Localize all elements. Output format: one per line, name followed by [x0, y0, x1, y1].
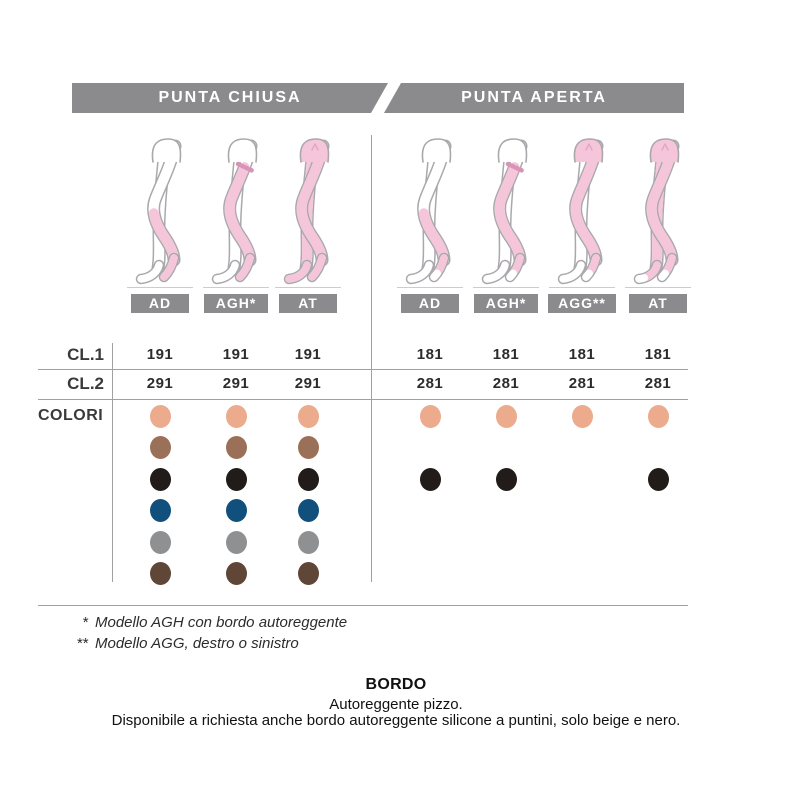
product-code: 281 — [644, 375, 672, 392]
product-code: 191 — [222, 346, 250, 363]
row-label-cl1: CL.1 — [67, 345, 104, 364]
product-code: 291 — [222, 375, 250, 392]
leg-figure-ad-open-toe — [390, 138, 470, 288]
color-dot-marrone — [225, 436, 247, 459]
leg-figure-agh-open-toe — [466, 138, 546, 288]
product-code: 181 — [492, 346, 520, 363]
rule-above-footnotes — [38, 605, 688, 606]
color-dot-nero — [495, 467, 517, 491]
color-dot-beige — [571, 404, 593, 428]
color-dot-blu — [149, 499, 171, 522]
color-dot-moro — [297, 562, 319, 585]
product-code: 181 — [644, 346, 672, 363]
product-code: 281 — [416, 375, 444, 392]
model-badge-at: AT — [279, 294, 337, 313]
ground-line — [397, 287, 463, 288]
bordo-title: BORDO — [365, 676, 427, 693]
ground-line — [127, 287, 193, 288]
bordo-line2: Disponibile a richiesta anche bordo auto… — [111, 712, 681, 729]
color-dot-marrone — [297, 436, 319, 459]
leg-figure-agh-closed-toe — [196, 138, 276, 288]
product-code: 291 — [294, 375, 322, 392]
product-code: 181 — [416, 346, 444, 363]
group-divider-line — [371, 135, 372, 582]
color-dot-beige — [495, 404, 517, 428]
model-badge-ad: AD — [131, 294, 189, 313]
color-dot-grigio — [225, 530, 247, 554]
color-dot-nero — [297, 467, 319, 491]
banner-punta-chiusa: PUNTA CHIUSA — [72, 83, 388, 113]
footnote-text: Modello AGH con bordo autoreggente — [95, 614, 348, 631]
leg-figure-ad-closed-toe — [120, 138, 200, 288]
color-dot-blu — [225, 499, 247, 522]
color-dot-marrone — [149, 436, 171, 459]
color-dot-beige — [225, 404, 247, 428]
color-dot-nero — [419, 467, 441, 491]
color-dot-nero — [647, 467, 669, 491]
color-dot-grigio — [149, 530, 171, 554]
model-badge-agg: AGG** — [548, 294, 616, 313]
product-code: 191 — [146, 346, 174, 363]
ground-line — [203, 287, 269, 288]
footnote-agg: ** Modello AGG, destro o sinistro — [36, 633, 347, 654]
label-divider-line — [112, 343, 113, 582]
product-code: 191 — [294, 346, 322, 363]
leg-figure-at-closed-toe — [268, 138, 348, 288]
model-badge-ad: AD — [401, 294, 459, 313]
bordo-note: BORDO Autoreggente pizzo. Disponibile a … — [0, 677, 792, 729]
color-dot-beige — [647, 404, 669, 428]
banner-punta-aperta: PUNTA APERTA — [384, 83, 684, 113]
color-dot-nero — [225, 467, 247, 491]
bordo-line1: Autoreggente pizzo. — [329, 696, 463, 713]
ground-line — [473, 287, 539, 288]
footnote-text: Modello AGG, destro o sinistro — [95, 635, 299, 652]
product-code: 281 — [492, 375, 520, 392]
product-code: 281 — [568, 375, 596, 392]
rule-under-cl1 — [38, 369, 688, 370]
product-code: 181 — [568, 346, 596, 363]
footnote-agh: * Modello AGH con bordo autoreggente — [36, 612, 347, 633]
footnote-marker: * — [82, 614, 88, 631]
ground-line — [275, 287, 341, 288]
product-code: 291 — [146, 375, 174, 392]
color-dot-moro — [225, 562, 247, 585]
color-dot-grigio — [297, 530, 319, 554]
ground-line — [549, 287, 615, 288]
color-dot-moro — [149, 562, 171, 585]
leg-figure-agg-open-toe — [542, 138, 622, 288]
colori-row-label: COLORI — [38, 407, 104, 424]
row-label-cl2: CL.2 — [67, 374, 104, 393]
model-badge-at: AT — [629, 294, 687, 313]
model-badge-agh: AGH* — [204, 294, 268, 313]
footnote-marker: ** — [76, 635, 88, 652]
leg-figure-at-open-toe — [618, 138, 698, 288]
color-dot-beige — [149, 404, 171, 428]
model-badge-agh: AGH* — [474, 294, 538, 313]
footnotes: * Modello AGH con bordo autoreggente ** … — [36, 612, 347, 654]
color-dot-nero — [149, 467, 171, 491]
color-dot-beige — [419, 404, 441, 428]
color-dot-blu — [297, 499, 319, 522]
ground-line — [625, 287, 691, 288]
color-dot-beige — [297, 404, 319, 428]
rule-under-cl2 — [38, 399, 688, 400]
